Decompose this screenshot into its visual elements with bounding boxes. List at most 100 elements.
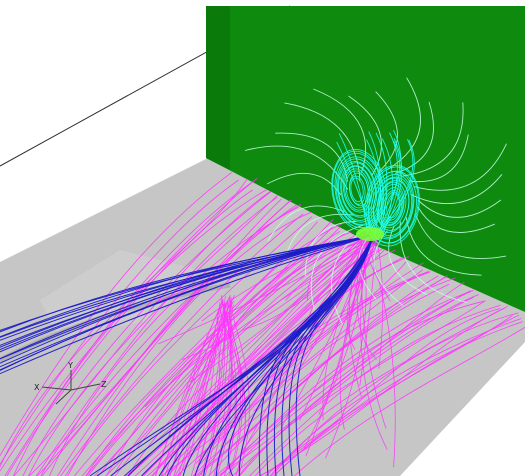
vortex-loop [334, 152, 384, 226]
floor-streamline [299, 241, 376, 421]
floor-streamline [306, 240, 365, 301]
wall-streamline [413, 143, 507, 191]
wall-streamline [313, 88, 366, 173]
wall-streamline [410, 174, 503, 205]
floor-streamline [0, 172, 232, 457]
wake-streamline [215, 237, 373, 476]
wall-streamline [284, 102, 361, 182]
jet-core [356, 227, 384, 241]
floor-streamline [180, 299, 223, 476]
wall-streamline [244, 145, 349, 190]
floor-plane [0, 158, 525, 476]
floor-streamline [0, 179, 239, 466]
floor-streamline [13, 189, 268, 476]
wake-streamlines [0, 235, 373, 476]
floor-streamline [48, 206, 299, 476]
floor-streamline [238, 301, 485, 476]
floor-streamline [160, 302, 223, 476]
vortex-loop [338, 161, 378, 221]
floor-streamline [0, 178, 248, 469]
floor-streamline [64, 216, 313, 476]
floor-streamline [360, 236, 388, 450]
floor-streamline [127, 240, 369, 476]
floor-streamline [73, 221, 318, 476]
floor-streamline [273, 321, 523, 476]
vortex-streamline [376, 139, 415, 235]
floor-streamline [208, 283, 450, 476]
wake-streamline [0, 235, 371, 364]
floor-streamline [28, 194, 278, 476]
wall-shade [206, 6, 230, 170]
floor-streamline [35, 196, 278, 476]
floor-streamline [249, 304, 501, 476]
floor-streamline [36, 204, 297, 476]
floor-streamline [60, 213, 304, 476]
floor-streamline [208, 297, 232, 476]
vortex-loop [341, 165, 374, 217]
vortex-loop [340, 162, 376, 218]
vortex-streamline [368, 131, 381, 235]
floor-streamline [67, 211, 312, 476]
wall-streamline [267, 205, 345, 242]
floor-streamline [231, 300, 250, 476]
floor-streamline [41, 199, 292, 476]
wake-streamline [0, 235, 371, 348]
floor-streamline [182, 238, 365, 360]
wake-streamline [182, 237, 373, 476]
wake-streamline [238, 237, 373, 476]
green-wall-plane [206, 6, 525, 312]
floor-streamline [158, 236, 375, 345]
axis-y-label: Y [67, 361, 73, 370]
floor-streamline [195, 237, 370, 464]
vortex-loop [364, 165, 420, 247]
vortex-streamline [381, 138, 394, 234]
floor-streamline [105, 234, 357, 476]
vortex-loop [372, 176, 413, 237]
wall-streamline [373, 230, 404, 306]
floor-streamline [322, 235, 380, 421]
floor-streamline [0, 177, 258, 472]
wall-streamline [399, 221, 468, 303]
wall-streamline [388, 225, 428, 296]
vortex-loop [382, 189, 403, 224]
wall-streamline [408, 134, 469, 183]
wall-streamline [414, 213, 507, 259]
vortex-loop [350, 177, 364, 203]
wall-streamline [387, 77, 421, 170]
floor-streamline [155, 299, 224, 476]
floor-streamline [56, 203, 302, 476]
vortex-streamline [380, 129, 402, 233]
floor-streamline [178, 271, 430, 476]
floor-streamline [182, 295, 231, 476]
wake-streamline [0, 235, 371, 375]
vortex-loop [337, 158, 380, 223]
floor-streamline [239, 294, 479, 476]
vortex-streamline [338, 133, 368, 232]
floor-streamline [111, 232, 368, 476]
floor-streamline [198, 277, 456, 476]
wall-streamline [283, 213, 354, 262]
vortex-pair [331, 129, 420, 247]
floor-streamline [214, 290, 471, 476]
floor-streamline [270, 312, 519, 476]
axis-neg-line [55, 389, 72, 405]
floor-streamline [259, 307, 505, 476]
wake-streamline [0, 235, 371, 338]
wall-streamline [310, 224, 364, 310]
floor-streamline [223, 236, 373, 344]
vortex-streamline [366, 139, 383, 236]
floor-streamline [216, 300, 233, 476]
vortex-streamline [382, 137, 403, 232]
vortex-streamline [375, 132, 388, 236]
floor-streamline [174, 271, 429, 476]
vortex-streamline [336, 141, 373, 234]
axis-z-label: Z [101, 380, 107, 389]
floor-streamline [231, 296, 474, 476]
wall-streamline [304, 221, 357, 276]
floor-streamline [13, 191, 271, 476]
wake-streamline [0, 235, 371, 371]
floor-streamline [293, 326, 525, 476]
wake-streamline [295, 237, 373, 476]
floor-streamline [189, 236, 362, 383]
